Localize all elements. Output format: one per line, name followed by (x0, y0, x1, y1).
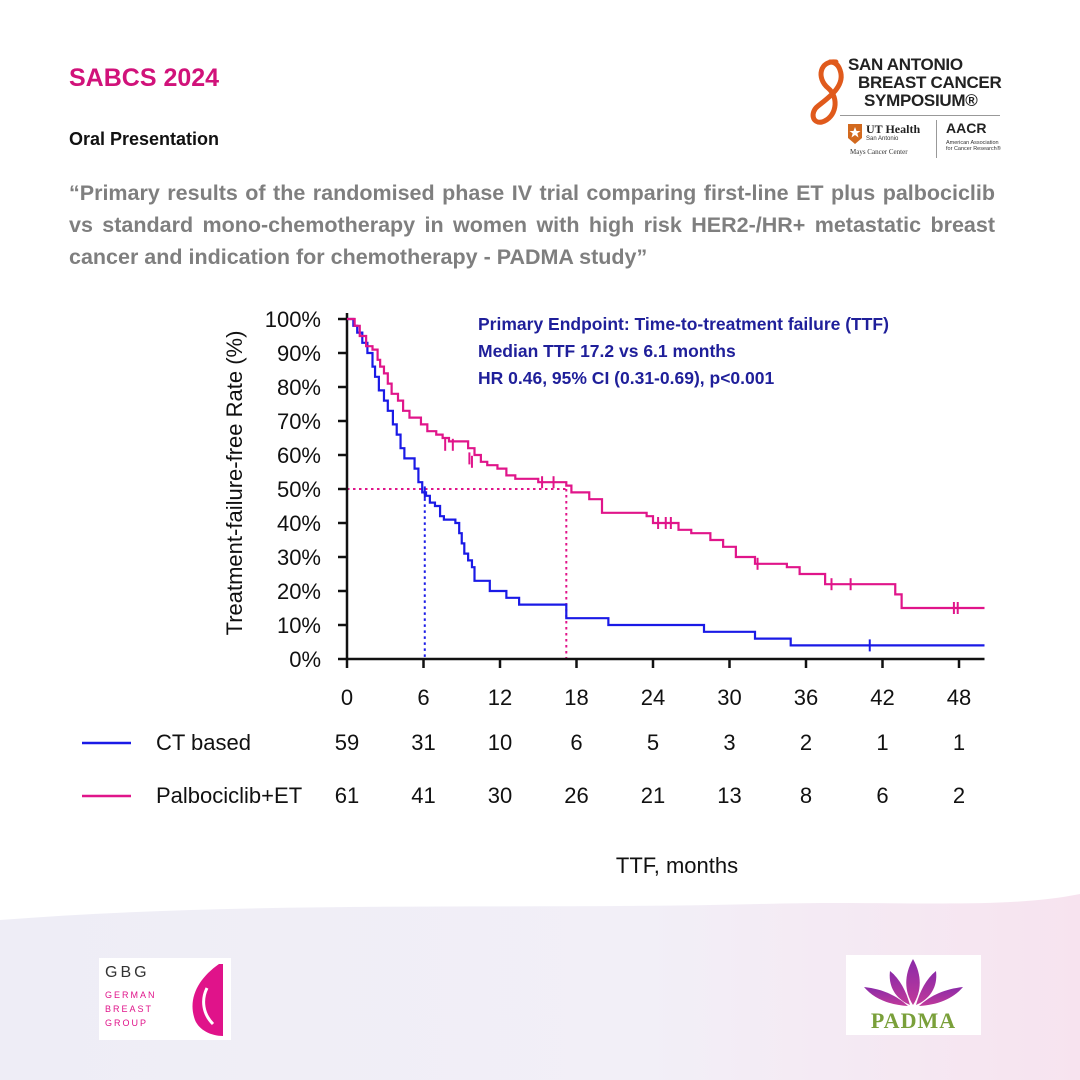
annotation: Primary Endpoint: Time-to-treatment fail… (478, 314, 889, 388)
series-palbociclib-et (347, 317, 985, 614)
sabcs-name-line3: SYMPOSIUM® (864, 91, 978, 110)
at-risk-table: 59 31 10 6 5 3 2 1 161 41 30 26 21 13 8 6 2 (335, 730, 965, 808)
at-risk-count: 13 (717, 783, 741, 808)
ut-health-sub: San Antonio (866, 136, 899, 142)
annotation-hr: HR 0.46, 95% CI (0.31-0.69), p<0.001 (478, 368, 774, 388)
y-axis-label: Treatment-failure-free Rate (%) (222, 331, 247, 636)
y-tick-label: 40% (277, 511, 321, 536)
x-tick-label: 30 (717, 685, 741, 710)
x-tick-label: 18 (564, 685, 588, 710)
logo-vertical-divider (936, 120, 937, 158)
y-tick-label: 70% (277, 409, 321, 434)
km-chart: 0%10%20%30%40%50%60%70%80%90%100%0 6 12 18 2… (82, 307, 985, 878)
gbg-swoosh-icon (192, 964, 223, 1036)
at-risk-count: 3 (723, 730, 735, 755)
km-curve (347, 317, 985, 647)
y-tick-label: 30% (277, 545, 321, 570)
y-tick-label: 100% (265, 307, 321, 332)
x-tick-label: 24 (641, 685, 665, 710)
conference-title: SABCS 2024 (69, 64, 220, 92)
legend: CT based Palbociclib+ET (82, 730, 302, 808)
at-risk-count: 31 (411, 730, 435, 755)
at-risk-count: 8 (800, 783, 812, 808)
series-ct-based (347, 317, 985, 652)
at-risk-count: 1 (876, 730, 888, 755)
sabcs-name-line2: BREAST CANCER (858, 73, 1002, 92)
x-tick-label: 6 (417, 685, 429, 710)
y-tick-label: 0% (289, 647, 321, 672)
padma-name: PADMA (870, 1008, 957, 1033)
y-tick-label: 50% (277, 477, 321, 502)
logo-divider (840, 115, 1000, 116)
legend-label: Palbociclib+ET (156, 783, 302, 808)
ut-health-center: Mays Cancer Center (850, 148, 908, 156)
sabcs-name-line1: SAN ANTONIO (848, 55, 963, 74)
at-risk-count: 5 (647, 730, 659, 755)
x-tick-label: 42 (870, 685, 894, 710)
chart-series (347, 317, 985, 652)
km-curve (347, 317, 985, 610)
x-tick-label: 48 (947, 685, 971, 710)
chart-axes: 0% 10% 20% 30% 40% 50% 60% 70% 80% 90% 100% 0 6 12 18 2… (265, 307, 985, 710)
aacr-subtitle: American Association for Cancer Research… (946, 140, 1001, 152)
at-risk-count: 41 (411, 783, 435, 808)
ut-health-star-icon (848, 124, 862, 144)
at-risk-count: 61 (335, 783, 359, 808)
x-tick-label: 0 (341, 685, 353, 710)
background-wave (0, 894, 1080, 1080)
y-tick-label: 60% (277, 443, 321, 468)
legend-label: CT based (156, 730, 251, 755)
ut-health-name: UT Health (866, 122, 921, 136)
annotation-endpoint: Primary Endpoint: Time-to-treatment fail… (478, 314, 889, 334)
y-tick-label: 80% (277, 375, 321, 400)
aacr-name: AACR (946, 120, 987, 136)
padma-logo: PADMA (846, 955, 981, 1035)
gbg-logo: GBG GERMAN BREAST GROUP (99, 958, 231, 1040)
at-risk-count: 6 (570, 730, 582, 755)
y-tick-label: 10% (277, 613, 321, 638)
study-title-quote: “Primary results of the randomised phase… (69, 181, 995, 269)
annotation-median: Median TTF 17.2 vs 6.1 months (478, 341, 736, 361)
at-risk-count: 1 (953, 730, 965, 755)
presentation-type: Oral Presentation (69, 129, 220, 149)
at-risk-count: 6 (876, 783, 888, 808)
x-tick-label: 12 (488, 685, 512, 710)
sabcs-ribbon-icon (810, 59, 844, 125)
chart-guides (347, 488, 568, 659)
padma-lotus-icon (864, 959, 963, 1006)
y-tick-label: 20% (277, 579, 321, 604)
at-risk-count: 2 (800, 730, 812, 755)
at-risk-count: 59 (335, 730, 359, 755)
y-tick-label: 90% (277, 341, 321, 366)
x-axis-label: TTF, months (616, 853, 738, 878)
at-risk-count: 10 (488, 730, 512, 755)
at-risk-count: 26 (564, 783, 588, 808)
gbg-full-name: GERMAN BREAST GROUP (105, 990, 157, 1028)
sabcs-logo: SAN ANTONIO BREAST CANCER SYMPOSIUM® UT … (800, 52, 1010, 162)
at-risk-count: 2 (953, 783, 965, 808)
gbg-abbreviation: GBG (105, 964, 150, 981)
at-risk-count: 21 (641, 783, 665, 808)
x-tick-label: 36 (794, 685, 818, 710)
at-risk-count: 30 (488, 783, 512, 808)
